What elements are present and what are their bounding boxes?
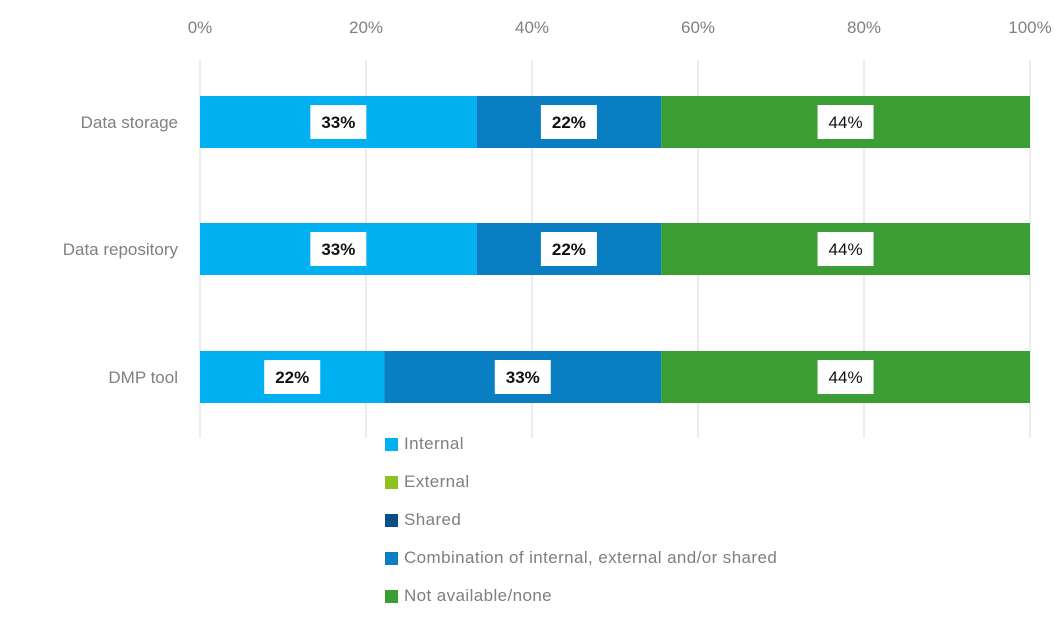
data-label-box xyxy=(310,105,367,139)
bar-segments xyxy=(200,96,1030,403)
legend-item: Internal xyxy=(385,425,777,463)
data-label: 22% xyxy=(275,368,309,387)
data-label-box xyxy=(540,232,597,266)
data-label: 44% xyxy=(829,113,863,132)
legend-label: Not available/none xyxy=(404,586,553,605)
data-label-box xyxy=(264,360,321,394)
x-tick-label: 40% xyxy=(515,18,549,37)
data-label-box xyxy=(817,232,874,266)
x-tick-label: 100% xyxy=(1008,18,1051,37)
y-category-label: Data storage xyxy=(81,113,178,132)
data-label: 33% xyxy=(321,240,355,259)
legend-label: Internal xyxy=(404,434,464,453)
legend-swatch xyxy=(385,513,398,527)
legend-item: Shared xyxy=(385,501,777,539)
y-axis-categories: Data storage Data repository DMP tool xyxy=(63,113,179,387)
legend-swatch xyxy=(385,437,398,451)
legend-label: Shared xyxy=(404,510,462,529)
data-label: 33% xyxy=(321,113,355,132)
data-label: 22% xyxy=(552,113,586,132)
legend-label: Combination of internal, external and/or… xyxy=(404,548,778,567)
y-category-label: Data repository xyxy=(63,240,179,259)
data-label-box xyxy=(817,360,874,394)
data-label: 44% xyxy=(829,240,863,259)
data-labels: 33% 22% 44% 33% 22% 44% 22% 33% 44% xyxy=(264,105,874,394)
x-tick-label: 20% xyxy=(349,18,383,37)
legend-label: External xyxy=(404,472,470,491)
legend-item: Not available/none xyxy=(385,577,777,615)
legend: Internal External Shared Combination of int… xyxy=(385,425,777,615)
data-label-box xyxy=(817,105,874,139)
data-label: 33% xyxy=(506,368,540,387)
legend-swatch xyxy=(385,551,398,565)
x-tick-label: 80% xyxy=(847,18,881,37)
x-axis-ticks: 0% 20% 40% 60% 80% 100% xyxy=(188,18,1052,37)
data-label-box xyxy=(310,232,367,266)
data-label-box xyxy=(494,360,551,394)
x-tick-label: 0% xyxy=(188,18,213,37)
x-tick-label: 60% xyxy=(681,18,715,37)
data-label: 22% xyxy=(552,240,586,259)
y-category-label: DMP tool xyxy=(108,368,178,387)
legend-swatch xyxy=(385,589,398,603)
legend-item: Combination of internal, external and/or… xyxy=(385,539,777,577)
legend-swatch xyxy=(385,475,398,489)
legend-item: External xyxy=(385,463,777,501)
data-label-box xyxy=(540,105,597,139)
data-label: 44% xyxy=(829,368,863,387)
